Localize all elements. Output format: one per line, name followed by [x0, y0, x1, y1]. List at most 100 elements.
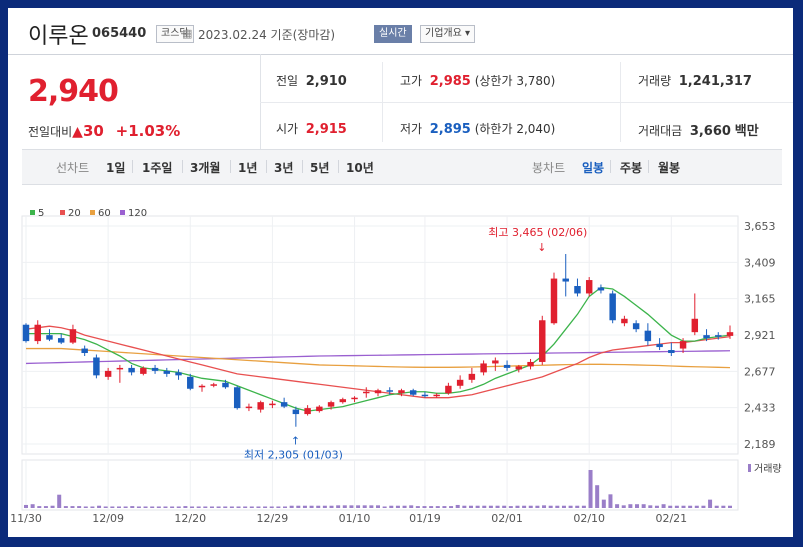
tab-3y[interactable]: 3년	[274, 161, 294, 175]
stock-code: 065440	[92, 26, 147, 41]
volume-bar	[97, 505, 102, 508]
candle-body	[187, 376, 194, 389]
volume-bar	[156, 506, 161, 508]
tab-10y[interactable]: 10년	[346, 161, 374, 175]
calendar-icon: ▦	[182, 27, 193, 40]
candle-chart-label: 봉차트	[532, 161, 566, 175]
candle-body	[597, 287, 605, 291]
volume-pane	[21, 459, 739, 511]
volume-bar	[309, 505, 314, 508]
up-arrow-icon: ↑	[291, 435, 300, 448]
volume-bar	[116, 506, 121, 508]
candle-body	[269, 403, 276, 406]
candle-body	[210, 384, 217, 386]
candle-body	[585, 280, 593, 294]
tab-separator	[182, 160, 183, 173]
volume-bar	[190, 506, 195, 508]
volume-bar	[229, 506, 234, 508]
volume-bar	[90, 506, 95, 508]
line-chart-label: 선차트	[56, 161, 90, 175]
candle-body	[351, 397, 358, 400]
volume-bar	[243, 506, 248, 508]
candle-body	[363, 391, 370, 394]
volume-bar	[123, 506, 128, 508]
basis-date: 2023.02.24 기준(장마감)	[198, 28, 336, 42]
volume-bar	[468, 505, 473, 508]
y-tick-label: 3,409	[744, 256, 776, 269]
candle-body	[703, 335, 710, 339]
volume-bar	[641, 504, 646, 508]
volume-bar	[442, 506, 447, 508]
volume-bar	[296, 505, 301, 508]
legend-20: 20	[68, 208, 81, 219]
volume-bar	[674, 505, 679, 508]
candle-body	[539, 320, 546, 362]
volume-bar	[342, 505, 347, 508]
volume-bar	[30, 504, 35, 508]
candle-body	[374, 390, 382, 394]
candle-body	[316, 406, 323, 412]
volume-bar	[176, 506, 181, 508]
volume-bar	[449, 506, 454, 508]
volume-bar	[429, 506, 434, 508]
candle-body	[163, 370, 171, 374]
tab-monthly[interactable]: 월봉	[658, 161, 681, 175]
volume-bar	[548, 505, 553, 508]
tab-1w[interactable]: 1주일	[142, 161, 173, 175]
volume-bar	[77, 506, 82, 508]
volume-bar	[362, 505, 367, 508]
volume-bar	[701, 505, 706, 508]
x-tick-label: 11/30	[10, 512, 42, 525]
volume-bar	[70, 506, 75, 508]
quote-divider	[620, 62, 621, 142]
volume-bar	[249, 506, 254, 508]
candle-body	[339, 399, 347, 403]
legend-5: 5	[38, 208, 44, 219]
volume-bar	[369, 505, 374, 508]
volume-legend: 거래량	[754, 463, 782, 475]
candle-body	[140, 367, 147, 374]
y-tick-label: 2,677	[744, 365, 776, 378]
candle-body	[691, 318, 699, 333]
volume-bar	[721, 505, 726, 508]
volume-bar	[395, 505, 400, 508]
volume-bar	[508, 506, 513, 508]
up-triangle-icon: ▲	[72, 124, 83, 140]
candle-body	[550, 278, 558, 324]
candle-body	[409, 390, 417, 395]
tab-5y[interactable]: 5년	[310, 161, 330, 175]
current-price: 2,940	[28, 74, 119, 109]
volume-bar	[661, 504, 666, 508]
legend-120: 120	[128, 208, 147, 219]
candle-body	[292, 409, 300, 415]
tab-1d[interactable]: 1일	[106, 161, 126, 175]
company-overview-dropdown[interactable]: 기업개요 ▾	[420, 25, 476, 43]
volume-bar	[322, 505, 327, 508]
tab-3m[interactable]: 3개월	[190, 161, 221, 175]
candle-body	[104, 370, 112, 377]
volume-bar	[63, 506, 68, 508]
x-tick-label: 12/09	[92, 512, 124, 525]
volume-bar	[455, 504, 460, 508]
tab-separator	[132, 160, 133, 173]
legend-swatch	[90, 210, 95, 215]
legend-60: 60	[98, 208, 111, 219]
tab-1y[interactable]: 1년	[238, 161, 258, 175]
candle-body	[304, 408, 311, 415]
quote-divider	[260, 102, 793, 103]
volume-bar	[435, 506, 440, 508]
change-line: 전일대비▲30 +1.03%	[28, 122, 181, 140]
tab-weekly[interactable]: 주봉	[620, 161, 643, 175]
x-tick-label: 12/20	[174, 512, 206, 525]
price-chart: 3,653 3,409 3,165 2,921 2,677 2,433 2,189 5 20 60…	[10, 208, 782, 525]
volume-bar	[269, 506, 274, 508]
volume-bar	[143, 506, 148, 508]
volume-bar	[130, 506, 135, 508]
volume-bar	[535, 505, 540, 508]
volume-bar	[110, 506, 115, 508]
volume-bar	[615, 504, 620, 508]
realtime-button[interactable]: 실시간	[374, 25, 412, 43]
tab-daily[interactable]: 일봉	[582, 161, 605, 175]
open-price: 시가 2,915	[276, 122, 347, 137]
legend-swatch	[30, 210, 35, 215]
